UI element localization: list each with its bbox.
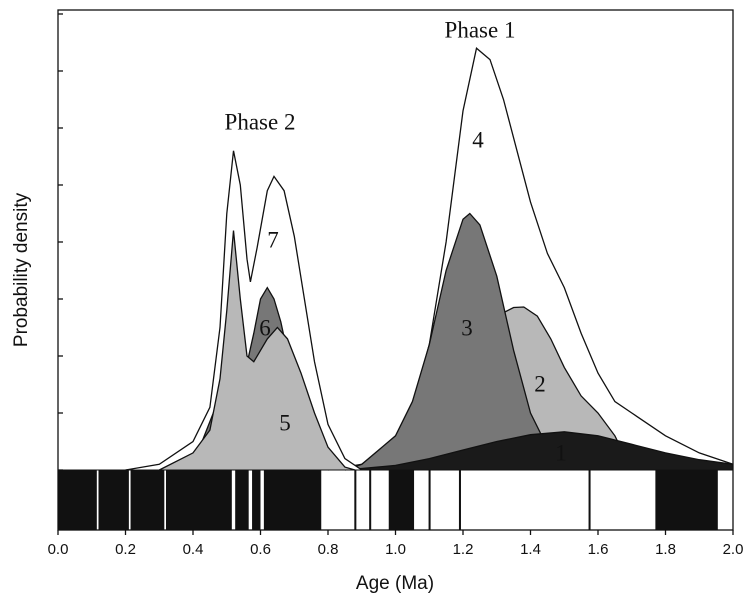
polarity-normal xyxy=(369,470,372,530)
area-outline xyxy=(159,230,356,471)
polarity-normal xyxy=(655,470,718,530)
area-outline xyxy=(125,150,363,471)
polarity-normal xyxy=(252,470,261,530)
area-fill xyxy=(159,230,355,470)
y-axis-label: Probability density xyxy=(11,192,32,347)
polarity-normal xyxy=(235,470,249,530)
series-label: 7 xyxy=(267,227,279,252)
x-tick-label: 1.8 xyxy=(655,541,676,558)
x-axis-label: Age (Ma) xyxy=(356,573,434,594)
annotation: Phase 1 xyxy=(445,17,516,42)
polarity-normal xyxy=(166,470,232,530)
polarity-normal xyxy=(428,470,431,530)
polarity-normal xyxy=(588,470,591,530)
x-tick-label: 0.8 xyxy=(318,541,339,558)
polarity-normal xyxy=(263,470,322,530)
area-outline xyxy=(344,212,565,471)
area-fill xyxy=(344,213,565,470)
x-tick-label: 0.0 xyxy=(48,541,69,558)
annotation: Phase 2 xyxy=(225,109,296,134)
series-label: 6 xyxy=(259,315,271,340)
polarity-normal xyxy=(98,470,129,530)
area-outline xyxy=(344,431,734,471)
x-tick-label: 1.2 xyxy=(453,541,474,558)
series-label: 4 xyxy=(472,127,484,152)
polarity-normal xyxy=(458,470,461,530)
x-tick-label: 2.0 xyxy=(723,541,744,558)
area-fill xyxy=(344,431,733,470)
x-tick-label: 0.4 xyxy=(183,541,204,558)
x-tick-label: 0.2 xyxy=(115,541,136,558)
polarity-normal xyxy=(130,470,165,530)
series-label: 2 xyxy=(534,371,546,396)
x-tick-label: 0.6 xyxy=(250,541,271,558)
series-label: 3 xyxy=(461,315,473,340)
polarity-normal xyxy=(58,470,97,530)
series-label: 5 xyxy=(279,410,291,435)
polarity-normal xyxy=(354,470,357,530)
series-label: 1 xyxy=(555,440,567,465)
x-tick-label: 1.6 xyxy=(588,541,609,558)
polarity-normal xyxy=(388,470,415,530)
x-tick-label: 1.4 xyxy=(520,541,541,558)
x-tick-label: 1.0 xyxy=(385,541,406,558)
area-outline xyxy=(175,286,312,471)
